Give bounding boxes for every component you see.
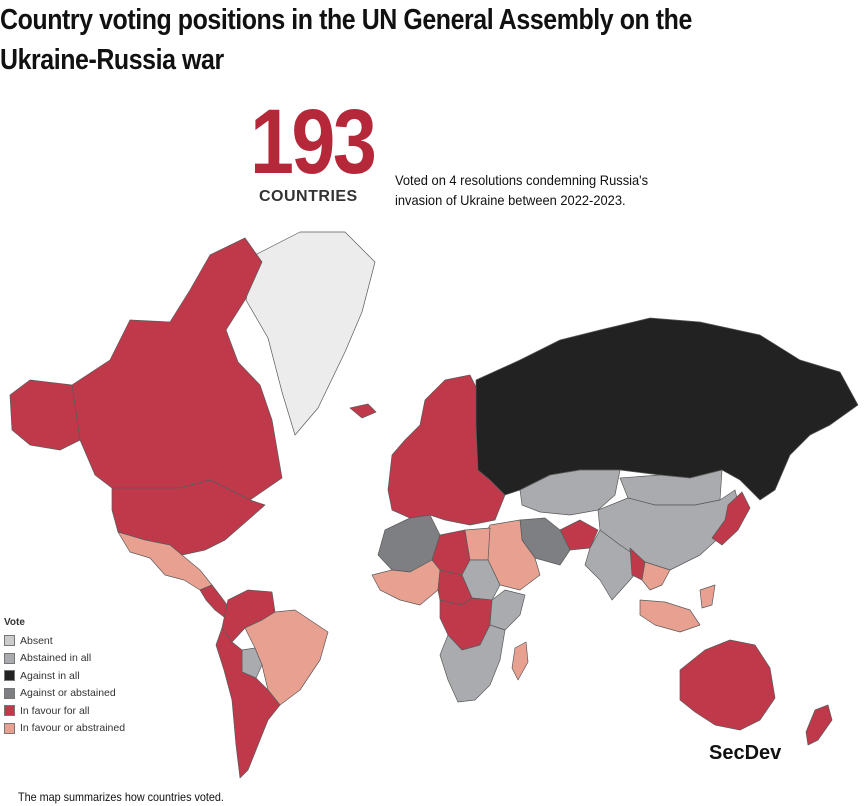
region-iceland	[349, 403, 377, 419]
legend-label-in-favour-or-abstained: In favour or abstrained	[20, 722, 126, 735]
legend-swatch-in-favour-for-all	[4, 705, 15, 717]
footnote: The map summarizes how countries voted.	[18, 790, 224, 804]
region-alaska	[9, 379, 81, 451]
legend-item-against-or-abstained: Against or abstained	[4, 685, 125, 703]
legend-label-against-in-all: Against in all	[20, 669, 80, 682]
region-madagascar	[511, 641, 529, 681]
legend-item-abstained-in-all: Abstained in all	[4, 650, 125, 668]
region-canada	[71, 237, 283, 501]
world-map	[9, 231, 859, 779]
legend-title: Vote	[4, 617, 25, 628]
legend-label-abstained-in-all: Abstained in all	[20, 652, 92, 665]
region-japan	[711, 491, 751, 546]
region-greenland	[245, 231, 376, 436]
region-russia	[475, 317, 859, 501]
country-count-unit: COUNTRIES	[259, 188, 358, 205]
legend-item-against-in-all: Against in all	[4, 667, 125, 685]
region-southern-africa	[439, 624, 506, 703]
legend: Vote Absent Abstained in all Against in …	[4, 617, 125, 737]
region-east-africa	[489, 589, 526, 631]
title-line-1: Country voting positions in the UN Gener…	[0, 4, 692, 36]
legend-swatch-abstained-in-all	[4, 652, 15, 664]
region-central-asia	[519, 469, 621, 516]
legend-item-in-favour-for-all: In favour for all	[4, 702, 125, 720]
legend-swatch-against-in-all	[4, 670, 15, 682]
region-new-zealand	[805, 704, 833, 746]
legend-swatch-absent	[4, 635, 15, 647]
map-title: Country voting positions in the UN Gener…	[0, 0, 692, 80]
region-australia	[679, 639, 776, 731]
legend-label-in-favour-for-all: In favour for all	[20, 704, 90, 717]
headline-description: Voted on 4 resolutions condemning Russia…	[395, 172, 649, 208]
region-southeast-asia	[639, 561, 716, 633]
legend-swatch-in-favour-or-abstained	[4, 722, 15, 734]
legend-item-in-favour-or-abstained: In favour or abstrained	[4, 720, 125, 738]
title-line-2: Ukraine-Russia war	[0, 44, 224, 76]
secdev-logo: SecDev	[709, 742, 782, 764]
legend-swatch-against-or-abstained	[4, 687, 15, 699]
legend-label-absent: Absent	[20, 634, 53, 647]
legend-item-absent: Absent	[4, 632, 125, 650]
region-india	[584, 529, 646, 601]
legend-label-against-or-abstained: Against or abstained	[20, 687, 116, 700]
region-argentina-chile	[215, 627, 281, 779]
country-count: 193	[250, 91, 377, 193]
